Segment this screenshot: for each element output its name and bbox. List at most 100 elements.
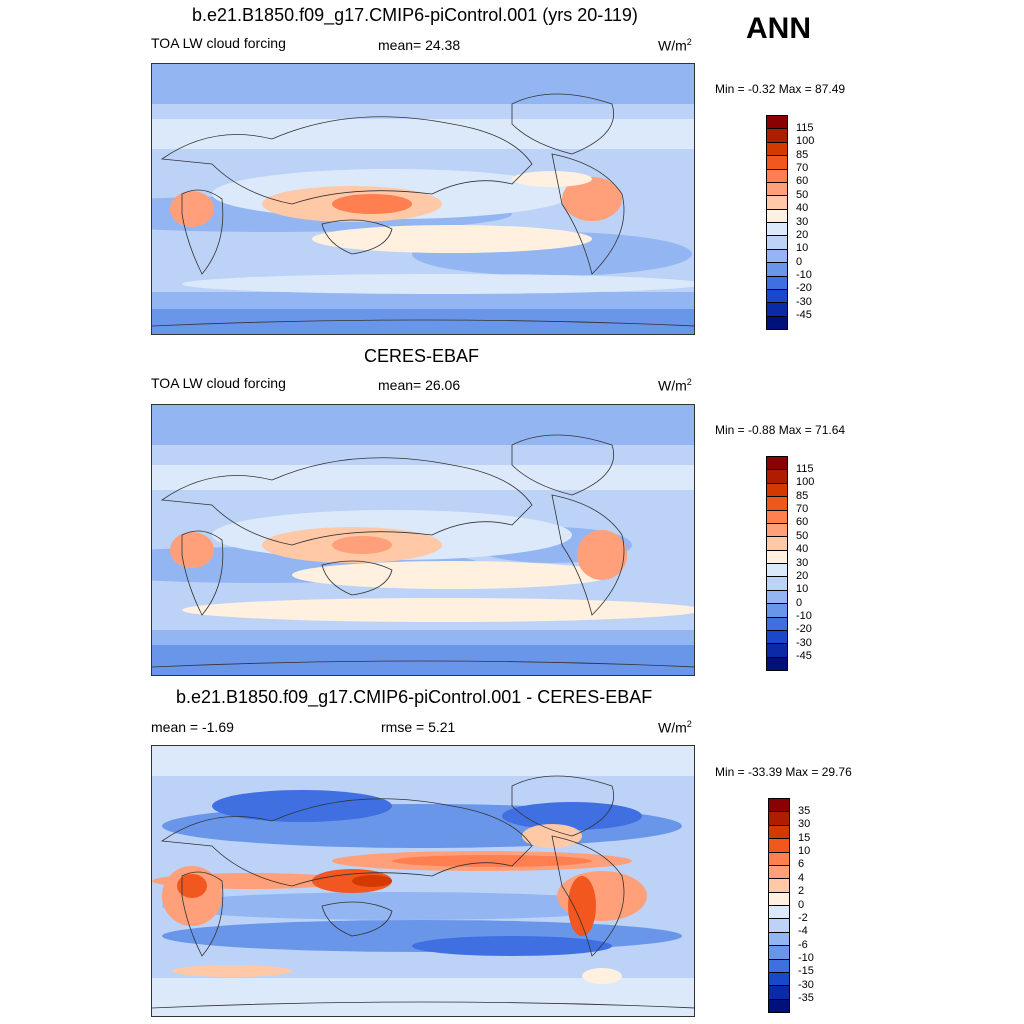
colorbar-tick-label: 60: [796, 175, 809, 188]
colorbar-tick-label: 0: [796, 596, 803, 609]
colorbar-swatch: [768, 891, 790, 906]
panel2-map-field: [152, 405, 694, 675]
colorbar-swatch: [768, 971, 790, 987]
colorbar-swatch: [768, 985, 790, 1000]
colorbar-swatch: [766, 536, 788, 551]
colorbar-swatch: [766, 275, 788, 290]
colorbar-swatch: [766, 155, 788, 170]
colorbar-swatch: [768, 811, 790, 826]
panel2-minmax: Min = -0.88 Max = 71.64: [715, 423, 846, 437]
colorbar-tick-label: 70: [796, 162, 809, 174]
colorbar-swatch: [766, 168, 788, 183]
panel2-mean-label: mean= 26.06: [378, 377, 461, 393]
colorbar-swatch: [766, 302, 788, 317]
colorbar-tick-label: 30: [798, 818, 811, 831]
colorbar-swatch: [766, 315, 788, 330]
colorbar-swatch: [766, 576, 788, 591]
colorbar-tick-label: 50: [796, 529, 809, 542]
colorbar-swatch: [766, 222, 788, 237]
colorbar-swatch: [766, 643, 788, 658]
colorbar-tick-label: 10: [796, 583, 809, 596]
colorbar-tick-label: -15: [798, 965, 814, 978]
colorbar-tick-label: 10: [796, 242, 809, 255]
colorbar-tick-label: 0: [796, 255, 803, 268]
panel3-rmse-label: rmse = 5.21: [381, 719, 456, 735]
panel3-colorbar: 35 30 15 10 6 4 2 0 -2 -4 -6 -10 -15 -30 -35: [768, 798, 848, 1013]
colorbar-tick-label: 115: [796, 121, 814, 134]
colorbar-tick-label: -10: [796, 610, 812, 622]
panel1-map: [151, 63, 695, 335]
colorbar-swatch: [768, 878, 790, 893]
panel2-colorbar: 115 100 85 70 60 50 40 30 20 10 0 -10 -20 -30 -45: [766, 456, 846, 671]
panel1-units: W/m2: [658, 37, 692, 54]
colorbar-tick-label: 115: [796, 462, 814, 475]
colorbar-swatch: [766, 235, 788, 250]
colorbar-swatch: [766, 549, 788, 564]
colorbar-swatch: [766, 248, 788, 264]
colorbar-swatch: [768, 958, 790, 973]
colorbar-swatch: [768, 798, 790, 813]
colorbar-tick-label: -20: [796, 282, 812, 295]
panel2-map: [151, 404, 695, 676]
colorbar-swatch: [766, 616, 788, 631]
colorbar-tick-label: 2: [798, 885, 805, 898]
colorbar-tick-label: 20: [796, 228, 809, 241]
colorbar-swatch: [768, 864, 790, 880]
panel1-colorbar: 115 100 85 70 60 50 40 30 20 10 0 -10 -20 -30 -45: [766, 115, 846, 330]
panel2-title: CERES-EBAF: [364, 346, 480, 366]
season-label: ANN: [746, 12, 811, 45]
panel1-title: b.e21.B1850.f09_g17.CMIP6-piControl.001 …: [192, 5, 638, 25]
colorbar-tick-label: 30: [796, 556, 809, 569]
colorbar-swatch: [768, 998, 790, 1013]
colorbar-swatch: [766, 629, 788, 645]
colorbar-tick-label: -35: [798, 992, 814, 1005]
colorbar-swatch: [766, 482, 788, 498]
colorbar-swatch: [766, 656, 788, 671]
colorbar-tick-label: 100: [796, 135, 815, 148]
colorbar-tick-label: 85: [796, 148, 809, 161]
colorbar-tick-label: 35: [798, 804, 811, 817]
colorbar-swatch: [766, 128, 788, 143]
colorbar-tick-label: 40: [796, 202, 809, 215]
panel3-minmax: Min = -33.39 Max = 29.76: [715, 765, 852, 779]
colorbar-swatch: [766, 563, 788, 578]
colorbar-tick-label: -10: [798, 952, 814, 964]
colorbar-tick-label: 100: [796, 476, 815, 489]
colorbar-tick-label: -30: [796, 295, 812, 308]
colorbar-swatch: [768, 905, 790, 920]
colorbar-tick-label: 0: [798, 898, 805, 911]
colorbar-tick-label: 85: [796, 489, 809, 502]
panel2-units: W/m2: [658, 377, 692, 394]
colorbar-swatch: [766, 195, 788, 210]
colorbar-tick-label: -4: [798, 925, 808, 938]
colorbar-swatch: [768, 931, 790, 947]
colorbar-swatch: [766, 589, 788, 605]
colorbar-swatch: [766, 208, 788, 223]
colorbar-swatch: [766, 262, 788, 277]
colorbar-swatch: [768, 918, 790, 933]
colorbar-tick-label: 20: [796, 569, 809, 582]
colorbar-tick-label: -45: [796, 309, 812, 322]
colorbar-swatch: [766, 509, 788, 524]
colorbar-swatch: [766, 496, 788, 511]
colorbar-swatch: [768, 824, 790, 840]
colorbar-tick-label: 50: [796, 188, 809, 201]
panel3-title: b.e21.B1850.f09_g17.CMIP6-piControl.001 …: [176, 687, 653, 707]
panel3-mean-label: mean = -1.69: [151, 719, 234, 735]
colorbar-tick-label: -30: [796, 636, 812, 649]
colorbar-tick-label: 4: [798, 871, 805, 884]
colorbar-tick-label: 60: [796, 516, 809, 529]
colorbar-tick-label: 15: [798, 831, 811, 844]
colorbar-tick-label: 40: [796, 543, 809, 556]
colorbar-swatch: [766, 469, 788, 484]
colorbar-tick-label: -20: [796, 623, 812, 636]
colorbar-tick-label: 30: [796, 215, 809, 228]
colorbar-swatch: [768, 945, 790, 960]
colorbar-swatch: [768, 838, 790, 853]
panel3-units: W/m2: [658, 719, 692, 736]
colorbar-swatch: [766, 115, 788, 130]
colorbar-swatch: [766, 288, 788, 304]
colorbar-tick-label: -2: [798, 911, 808, 924]
colorbar-tick-label: 10: [798, 845, 811, 857]
colorbar-swatch: [768, 851, 790, 866]
